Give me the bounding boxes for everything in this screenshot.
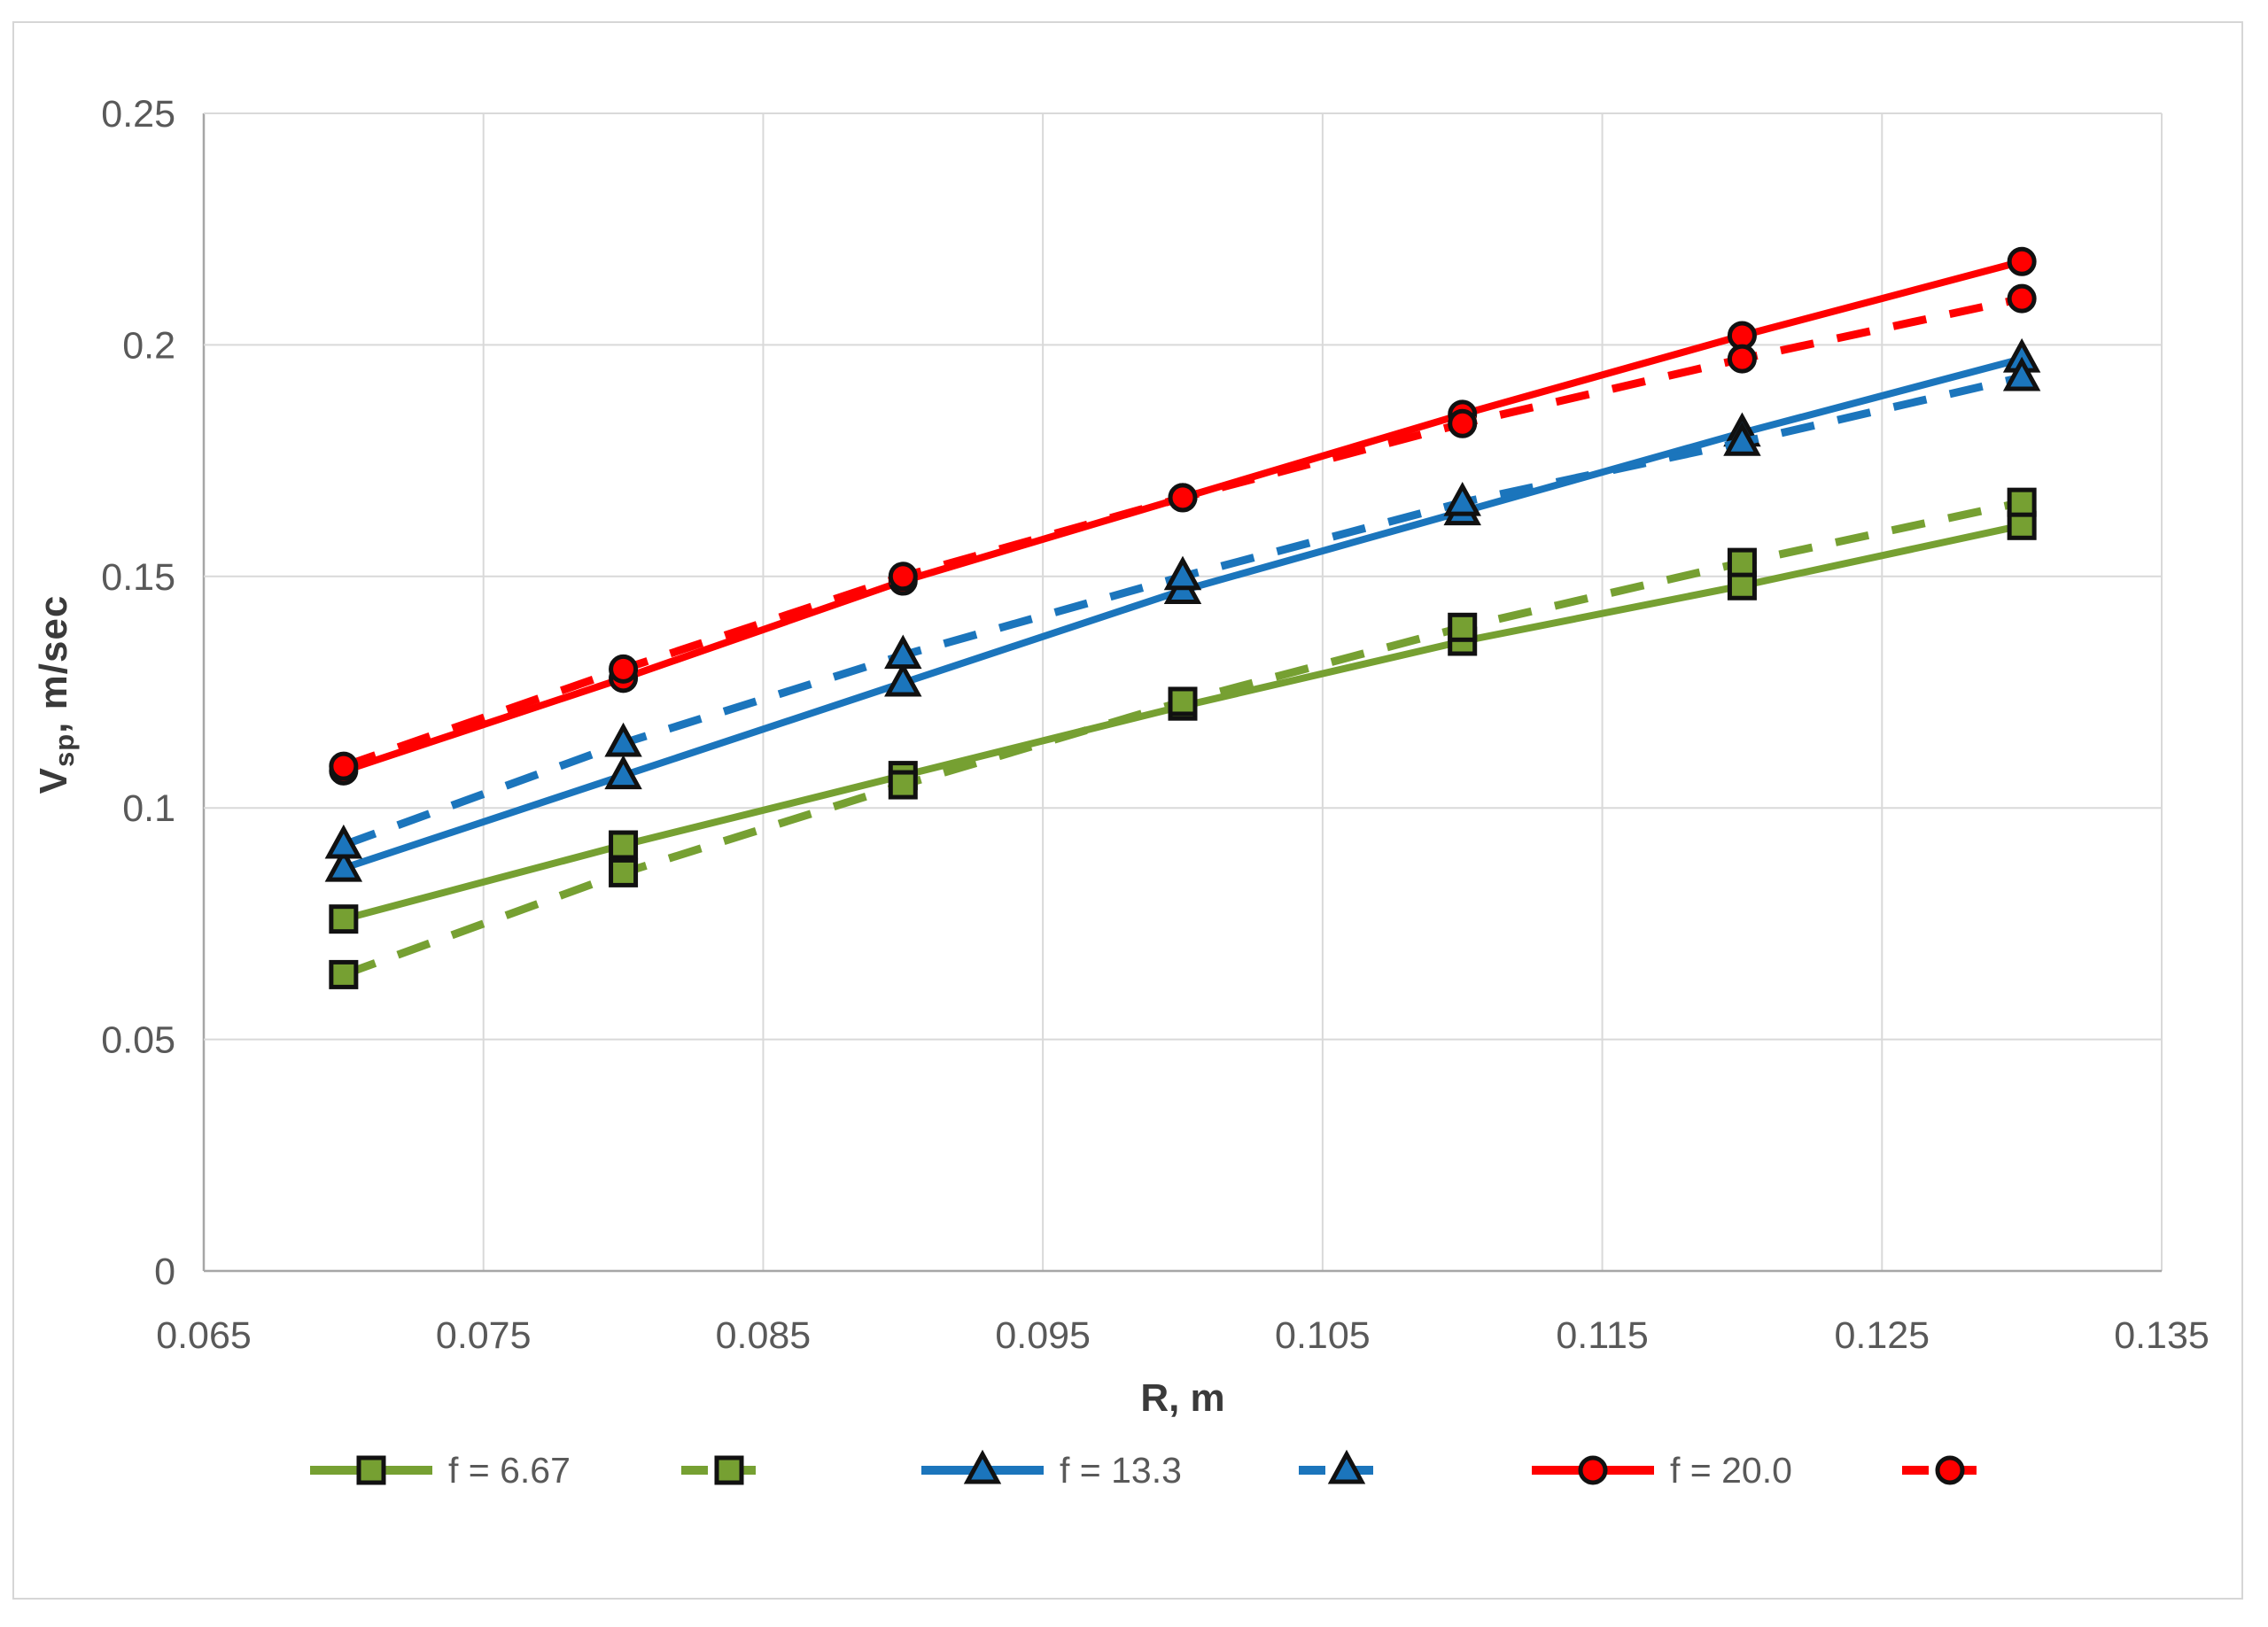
marker-triangle — [1443, 481, 1481, 516]
y-tick-label: 0.25 — [101, 93, 175, 136]
legend-sample-marker-square — [714, 1455, 744, 1485]
marker-triangle — [884, 634, 922, 670]
legend-sample-f-6-67-solid — [310, 1455, 432, 1485]
legend-sample-marker-circle — [1935, 1455, 1965, 1485]
marker-square — [1727, 547, 1757, 577]
series-line-f-13.3-solid — [342, 355, 2023, 872]
x-tick-label: 0.135 — [2114, 1314, 2210, 1357]
legend-sample-f-20-0-dashed — [1902, 1455, 1998, 1485]
x-tick-label: 0.065 — [156, 1314, 252, 1357]
y-axis-title-main: V — [32, 767, 75, 794]
marker-triangle — [324, 847, 363, 882]
marker-circle — [1727, 344, 1757, 374]
legend-sample-f-20-0-solid — [1532, 1455, 1654, 1485]
marker-circle — [609, 654, 639, 684]
legend-label: f = 20.0 — [1670, 1449, 1792, 1491]
legend-sample-f-13-3-dashed — [1299, 1449, 1394, 1484]
marker-triangle — [1723, 421, 1761, 456]
marker-circle — [329, 751, 359, 781]
legend-sample-marker-triangle — [1327, 1449, 1366, 1484]
y-tick-label: 0.2 — [122, 324, 175, 367]
legend-label: f = 6.67 — [448, 1449, 571, 1491]
y-tick-label: 0 — [154, 1251, 175, 1293]
marker-square — [609, 857, 639, 887]
legend-item-f-20-0-dashed — [1900, 1445, 2014, 1495]
series-line-f-13.3-dashed — [342, 373, 2023, 849]
marker-triangle — [324, 824, 363, 859]
marker-square — [888, 770, 918, 800]
y-tick-label: 0.15 — [101, 556, 175, 599]
x-tick-label: 0.125 — [1834, 1314, 1930, 1357]
marker-triangle — [604, 755, 642, 790]
marker-square — [1448, 612, 1478, 642]
y-axis-title-rest: , m/sec — [32, 594, 75, 733]
marker-triangle — [1163, 555, 1202, 591]
x-tick-label: 0.095 — [995, 1314, 1091, 1357]
legend-item-f-6-67-dashed — [680, 1445, 793, 1495]
marker-square — [1727, 570, 1757, 600]
marker-square — [2007, 487, 2037, 517]
marker-triangle — [604, 722, 642, 757]
legend-sample-f-6-67-dashed — [681, 1455, 777, 1485]
marker-circle — [1168, 483, 1198, 513]
y-tick-label: 0.1 — [122, 787, 175, 830]
marker-square — [1168, 686, 1198, 717]
marker-circle — [1448, 408, 1478, 438]
y-axis-title-sub: sp — [49, 732, 80, 768]
marker-square — [329, 904, 359, 934]
figure-border — [12, 21, 2243, 1600]
x-tick-label: 0.115 — [1556, 1314, 1648, 1357]
legend-sample-marker-circle — [1578, 1455, 1608, 1485]
legend-label: f = 13.3 — [1060, 1449, 1182, 1491]
marker-triangle — [884, 662, 922, 697]
legend-item-f-6-67-solid: f = 6.67 — [308, 1445, 571, 1495]
x-tick-label: 0.085 — [716, 1314, 812, 1357]
x-tick-label: 0.105 — [1275, 1314, 1371, 1357]
legend-item-f-20-0-solid: f = 20.0 — [1530, 1445, 1792, 1495]
legend-sample-marker-square — [356, 1455, 386, 1485]
x-tick-label: 0.075 — [436, 1314, 532, 1357]
x-axis-title: R, m — [1140, 1376, 1225, 1420]
legend-item-f-13-3-dashed — [1297, 1445, 1410, 1495]
legend-item-f-13-3-solid: f = 13.3 — [920, 1445, 1182, 1495]
marker-circle — [2007, 283, 2037, 314]
y-axis-title: Vsp, m/sec — [32, 384, 80, 1004]
marker-circle — [2007, 246, 2037, 276]
y-tick-label: 0.05 — [101, 1019, 175, 1062]
marker-square — [329, 959, 359, 989]
marker-triangle — [2002, 356, 2041, 391]
legend-sample-f-13-3-solid — [921, 1449, 1044, 1484]
marker-circle — [888, 562, 918, 592]
legend-sample-marker-triangle — [963, 1449, 1002, 1484]
marker-square — [609, 830, 639, 860]
